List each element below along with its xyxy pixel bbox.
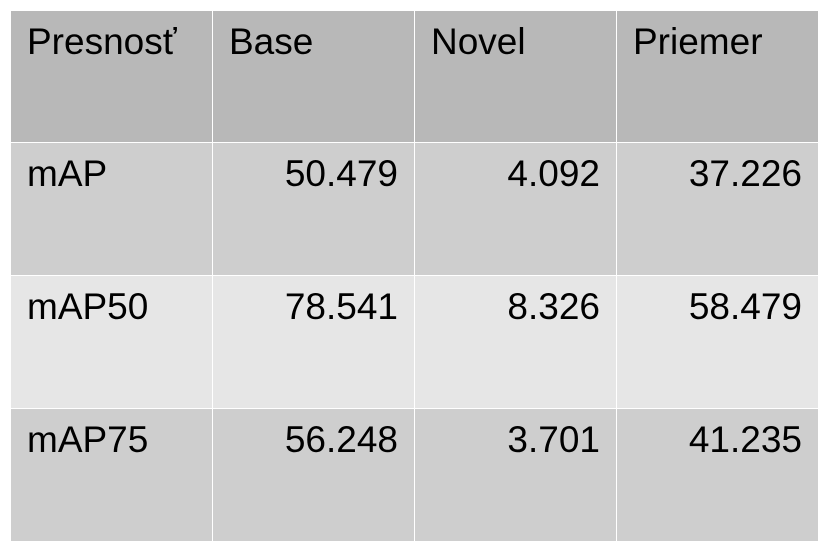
results-table: Presnosť Base Novel Priemer mAP 50.479 4… [10,10,819,542]
base-value-cell: 56.248 [212,408,415,542]
metric-cell: mAP [10,142,213,276]
novel-value-cell: 4.092 [414,142,617,276]
column-header-average: Priemer [616,10,819,143]
metric-cell: mAP75 [10,408,213,542]
table-header-row: Presnosť Base Novel Priemer [10,10,819,143]
results-table-container: Presnosť Base Novel Priemer mAP 50.479 4… [10,10,819,542]
column-header-base: Base [212,10,415,143]
base-value-cell: 50.479 [212,142,415,276]
table-row: mAP 50.479 4.092 37.226 [10,142,819,276]
average-value-cell: 37.226 [616,142,819,276]
column-header-novel: Novel [414,10,617,143]
metric-cell: mAP50 [10,275,213,409]
base-value-cell: 78.541 [212,275,415,409]
novel-value-cell: 8.326 [414,275,617,409]
average-value-cell: 41.235 [616,408,819,542]
average-value-cell: 58.479 [616,275,819,409]
column-header-metric: Presnosť [10,10,213,143]
table-row: mAP75 56.248 3.701 41.235 [10,408,819,542]
novel-value-cell: 3.701 [414,408,617,542]
table-row: mAP50 78.541 8.326 58.479 [10,275,819,409]
